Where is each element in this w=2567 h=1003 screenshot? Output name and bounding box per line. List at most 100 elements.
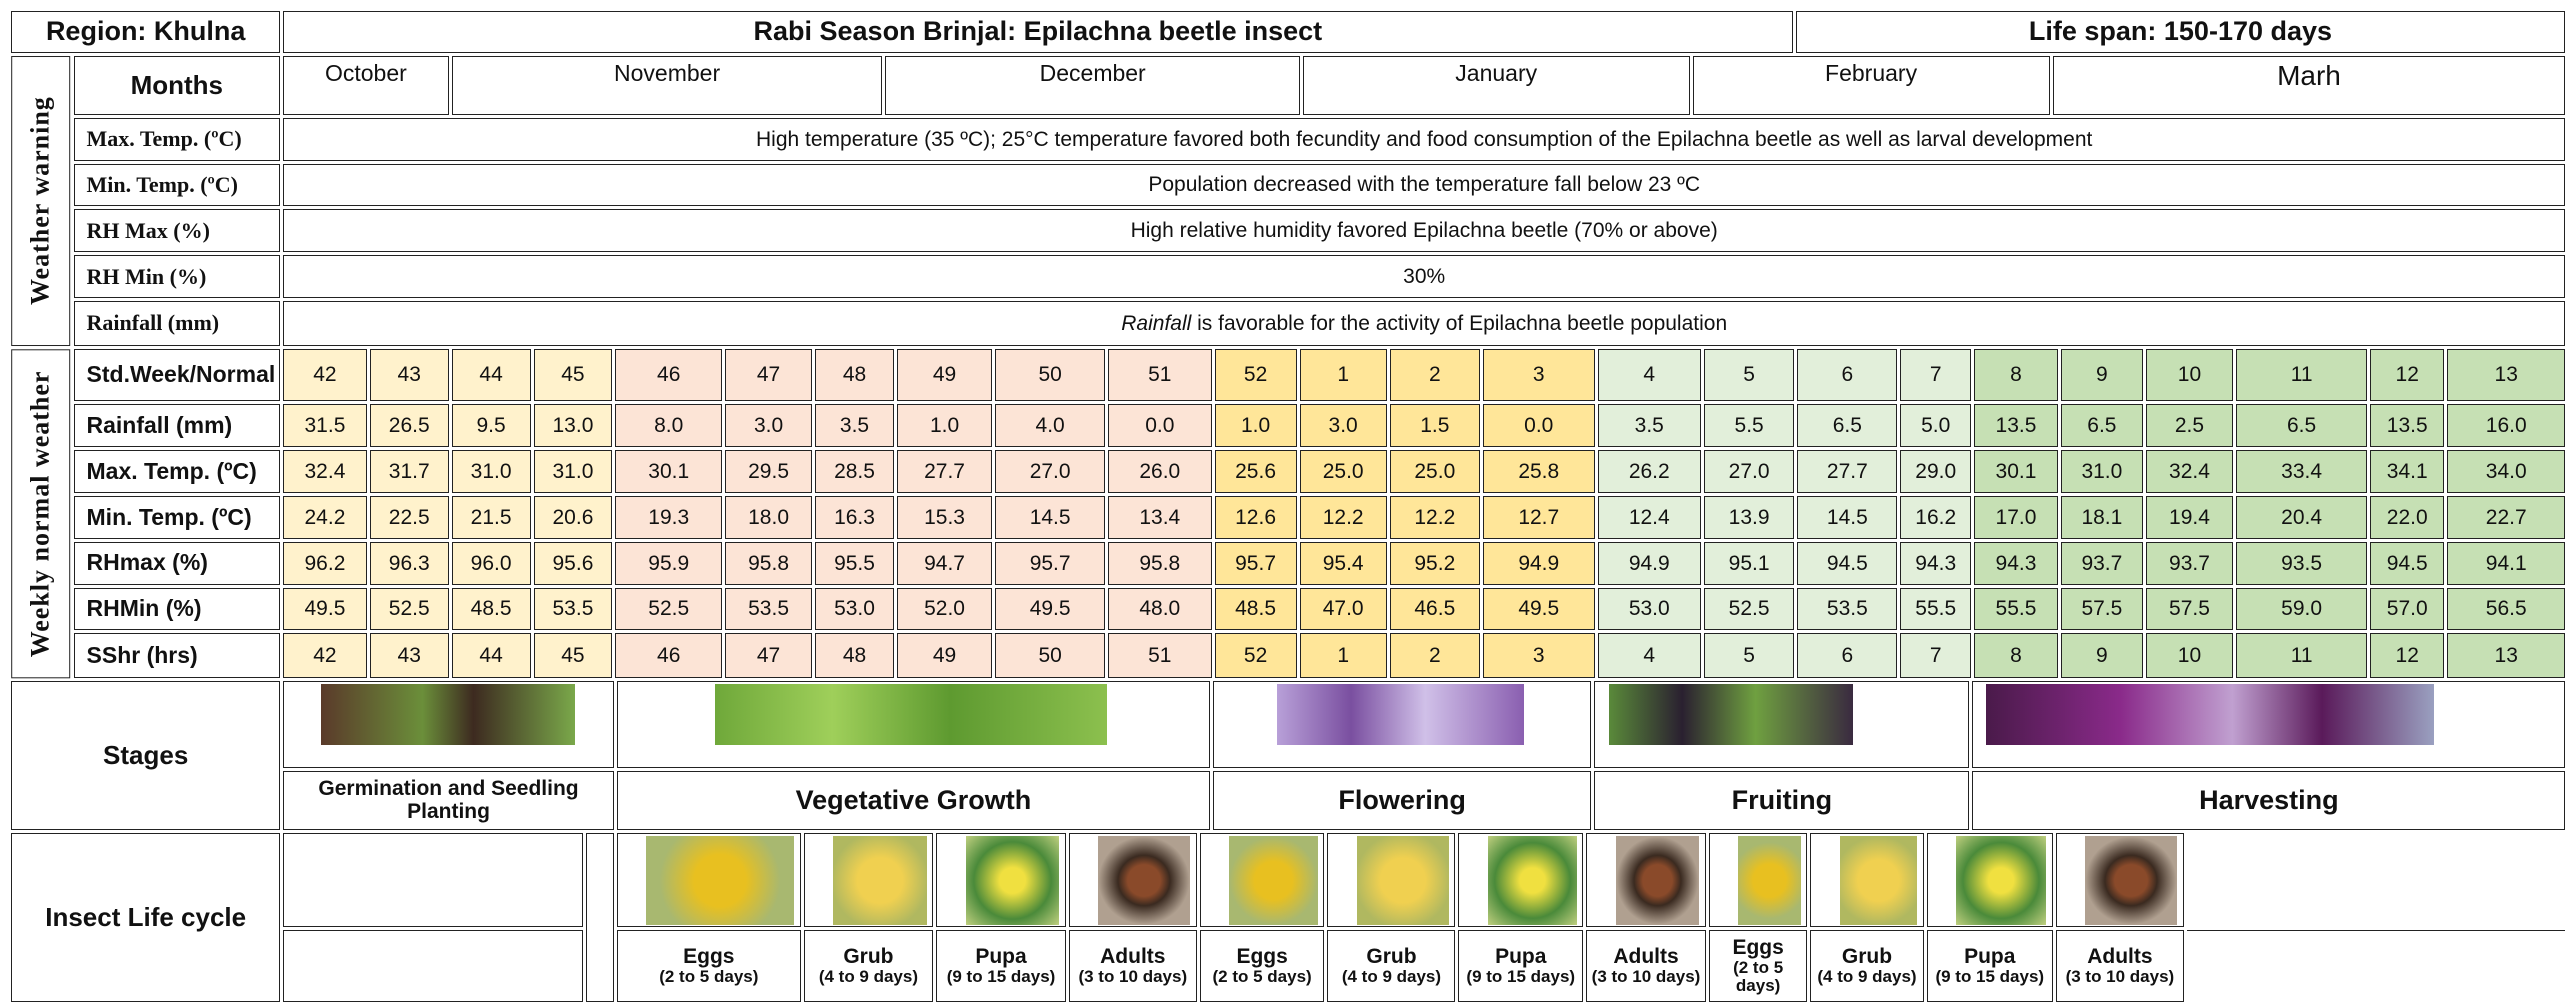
insect-stage-duration: (3 to 10 days) bbox=[1078, 968, 1187, 987]
weather-value: 31.0 bbox=[534, 450, 613, 493]
weather-value: 25.0 bbox=[1390, 450, 1480, 493]
weather-value: 6.5 bbox=[1797, 404, 1897, 447]
weather-value: 30.1 bbox=[615, 450, 722, 493]
weather-value: 2.5 bbox=[2146, 404, 2233, 447]
weather-value: 57.5 bbox=[2061, 588, 2143, 631]
weather-value: 4 bbox=[1598, 633, 1701, 677]
parameter: RH Min (%) bbox=[74, 255, 281, 298]
weather-value: 12.7 bbox=[1483, 496, 1595, 539]
weather-value: 33.4 bbox=[2236, 450, 2367, 493]
weather-value: 12.4 bbox=[1598, 496, 1701, 539]
weather-value: 32.4 bbox=[283, 450, 367, 493]
weather-value: 49 bbox=[897, 633, 992, 677]
weather-value: 49.5 bbox=[995, 588, 1105, 631]
weather-value: 12 bbox=[2370, 349, 2444, 402]
weather-value: 94.3 bbox=[1974, 542, 2058, 585]
weather-value: 94.9 bbox=[1598, 542, 1701, 585]
weather-value: 25.8 bbox=[1483, 450, 1595, 493]
weather-value: 6.5 bbox=[2061, 404, 2143, 447]
parameter: RH Max (%) bbox=[74, 209, 281, 252]
weather-value: 3 bbox=[1483, 349, 1595, 402]
weather-value: 7 bbox=[1900, 633, 1971, 677]
weather-value: 94.7 bbox=[897, 542, 992, 585]
note-text: 30% bbox=[1403, 265, 1445, 288]
weather-value: 93.7 bbox=[2061, 542, 2143, 585]
empty-cell bbox=[586, 833, 614, 1002]
insect-stage-name: Pupa bbox=[1964, 945, 2015, 968]
insect-stage-duration: (2 to 5 days) bbox=[1712, 959, 1804, 996]
weather-value: 95.4 bbox=[1300, 542, 1387, 585]
weather-value: 42 bbox=[283, 349, 367, 402]
weather-value: 44 bbox=[452, 633, 531, 677]
weather-value: 13.4 bbox=[1108, 496, 1211, 539]
stage-name: Germination and Seedling Planting bbox=[283, 771, 614, 830]
weather-value: 95.7 bbox=[995, 542, 1105, 585]
weather-value: 7 bbox=[1900, 349, 1971, 402]
weather-value: 95.8 bbox=[725, 542, 812, 585]
parameter: Max. Temp. (ºC) bbox=[74, 118, 281, 161]
weather-value: 18.0 bbox=[725, 496, 812, 539]
weather-value: 0.0 bbox=[1108, 404, 1211, 447]
weather-value: 48 bbox=[815, 349, 894, 402]
weather-value: 48 bbox=[815, 633, 894, 677]
weather-value: 21.5 bbox=[452, 496, 531, 539]
parameter: Min. Temp. (ºC) bbox=[74, 496, 281, 539]
weather-value: 11 bbox=[2236, 633, 2367, 677]
weather-value: 12.6 bbox=[1215, 496, 1297, 539]
weather-value: 16.0 bbox=[2447, 404, 2565, 447]
weather-value: 26.5 bbox=[370, 404, 449, 447]
weather-value: 48.5 bbox=[452, 588, 531, 631]
weather-value: 50 bbox=[995, 633, 1105, 677]
weather-value: 8 bbox=[1974, 349, 2058, 402]
insect-stage-duration: (3 to 10 days) bbox=[2066, 968, 2175, 987]
parameter: SShr (hrs) bbox=[74, 633, 281, 677]
insect-stage: Eggs(2 to 5 days) bbox=[1709, 930, 1807, 1002]
weather-value: 20.6 bbox=[534, 496, 613, 539]
insect-stage-name: Adults bbox=[1613, 945, 1678, 968]
weather-value: 4.0 bbox=[995, 404, 1105, 447]
weather-value: 42 bbox=[283, 633, 367, 677]
life-span: Life span: 150-170 days bbox=[1796, 11, 2566, 52]
weather-value: 5.0 bbox=[1900, 404, 1971, 447]
weather-value: 57.5 bbox=[2146, 588, 2233, 631]
weather-value: 4 bbox=[1598, 349, 1701, 402]
warning-note: 30% bbox=[283, 255, 2565, 298]
weather-value: 3 bbox=[1483, 633, 1595, 677]
insect-stage-name: Grub bbox=[843, 945, 893, 968]
photo bbox=[1488, 836, 1577, 925]
parameter: Max. Temp. (ºC) bbox=[74, 450, 281, 493]
title: Rabi Season Brinjal: Epilachna beetle in… bbox=[283, 11, 1793, 52]
weather-value: 8 bbox=[1974, 633, 2058, 677]
weather-value: 17.0 bbox=[1974, 496, 2058, 539]
photo bbox=[1229, 836, 1318, 925]
weather-value: 49 bbox=[897, 349, 992, 402]
weather-value: 51 bbox=[1108, 633, 1211, 677]
weather-value: 53.5 bbox=[1797, 588, 1897, 631]
weather-value: 94.5 bbox=[1797, 542, 1897, 585]
note-text: Population decreased with the temperatur… bbox=[1148, 173, 1700, 196]
insect-stage-name: Eggs bbox=[683, 945, 734, 968]
weather-value: 53.5 bbox=[725, 588, 812, 631]
weather-value: 0.0 bbox=[1483, 404, 1595, 447]
photo bbox=[715, 684, 1107, 745]
weather-value: 43 bbox=[370, 633, 449, 677]
month: October bbox=[283, 56, 449, 115]
weather-value: 5 bbox=[1704, 633, 1794, 677]
weather-value: 1.0 bbox=[897, 404, 992, 447]
weather-value: 47 bbox=[725, 633, 812, 677]
weather-value: 50 bbox=[995, 349, 1105, 402]
weather-value: 9.5 bbox=[452, 404, 531, 447]
empty-cell bbox=[283, 833, 583, 927]
weather-value: 53.5 bbox=[534, 588, 613, 631]
stage-name: Vegetative Growth bbox=[617, 771, 1210, 830]
weather-value: 18.1 bbox=[2061, 496, 2143, 539]
insect-stage: Grub(4 to 9 days) bbox=[1327, 930, 1455, 1002]
weather-value: 52.5 bbox=[1704, 588, 1794, 631]
weather-value: 59.0 bbox=[2236, 588, 2367, 631]
weather-value: 1.5 bbox=[1390, 404, 1480, 447]
photo bbox=[833, 836, 927, 925]
weather-value: 94.5 bbox=[2370, 542, 2444, 585]
weather-value: 5.5 bbox=[1704, 404, 1794, 447]
photo bbox=[1357, 836, 1449, 925]
insect-stage-duration: (4 to 9 days) bbox=[1342, 968, 1441, 987]
